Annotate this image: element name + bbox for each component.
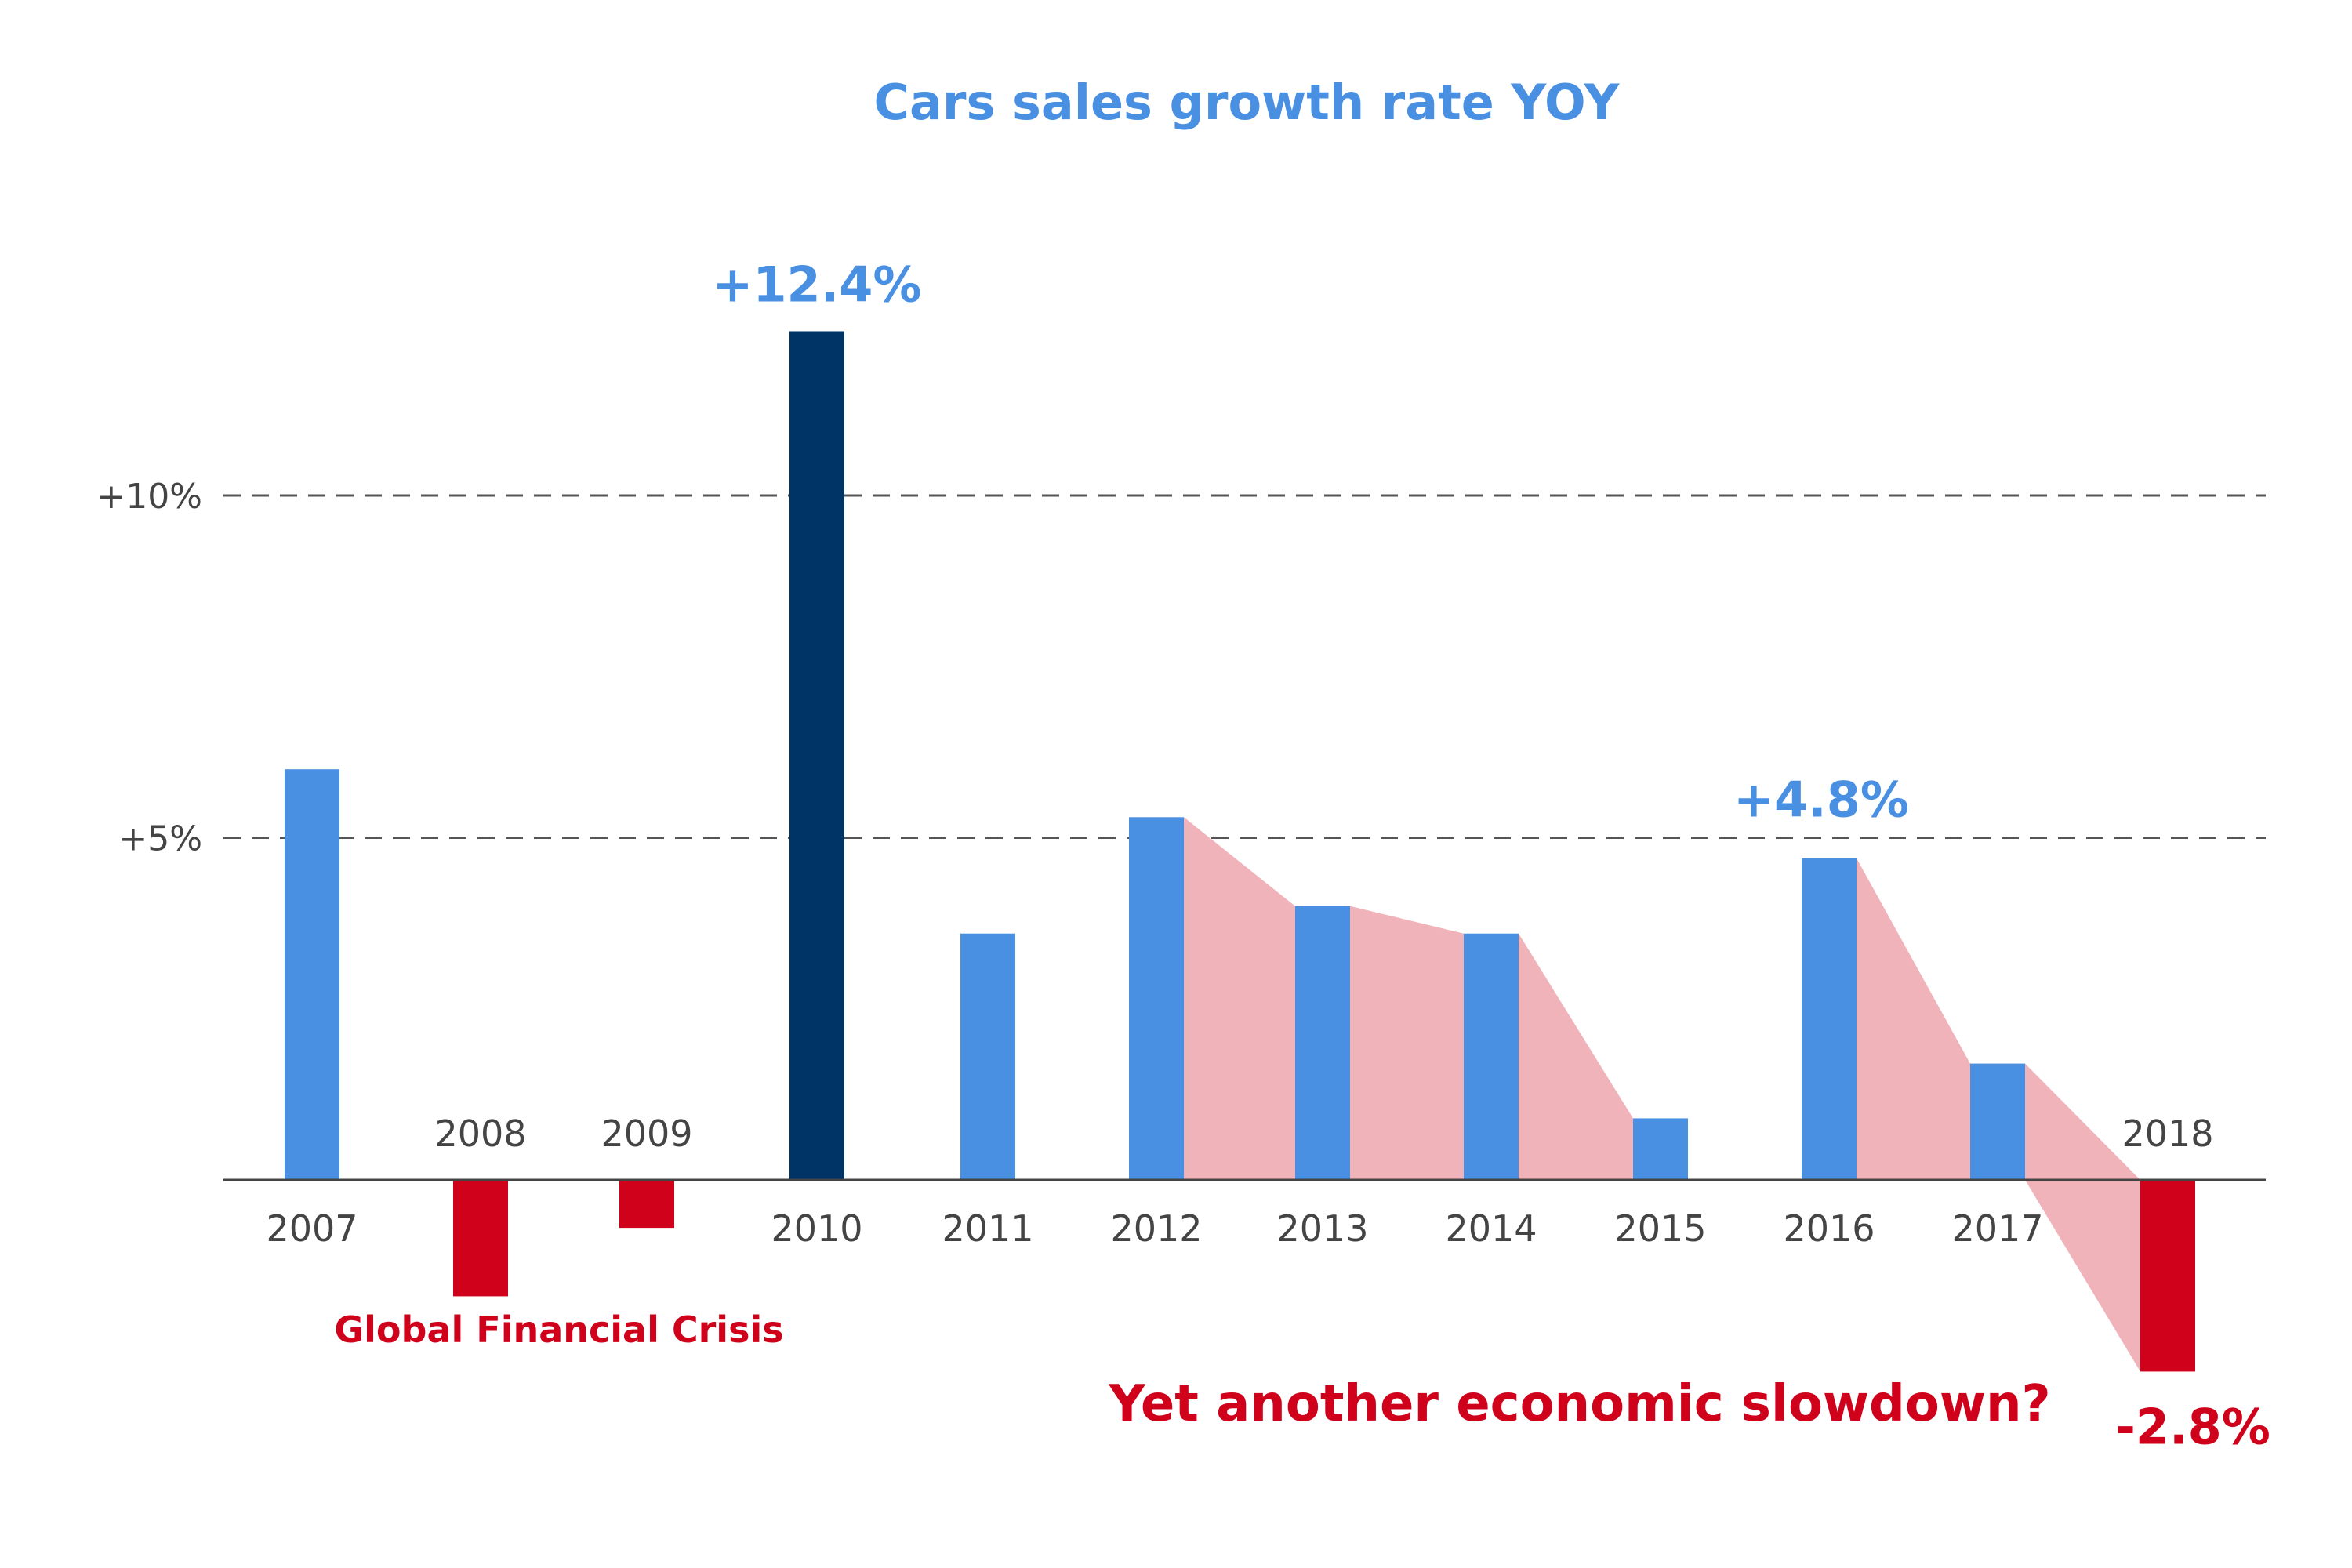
bar-2011 bbox=[960, 933, 1015, 1180]
gridlines: +10% +5% bbox=[96, 477, 2266, 859]
bar-2009 bbox=[619, 1180, 674, 1229]
decline-shade-2013-2014 bbox=[1350, 906, 1464, 1180]
bar-2012 bbox=[1129, 817, 1184, 1180]
x-tick-2011: 2011 bbox=[942, 1207, 1033, 1250]
x-tick-2014: 2014 bbox=[1445, 1207, 1537, 1250]
bar-2010 bbox=[789, 331, 844, 1181]
bar-2007 bbox=[285, 769, 339, 1180]
data-label-2010: +12.4% bbox=[712, 256, 921, 313]
data-label-2016: +4.8% bbox=[1733, 771, 1909, 829]
y-tick-label: +10% bbox=[96, 477, 202, 517]
x-tick-2018: 2018 bbox=[2122, 1112, 2213, 1155]
bar-2013 bbox=[1295, 906, 1350, 1180]
annotation-economic-slowdown: Yet another economic slowdown? bbox=[1108, 1375, 2050, 1433]
x-tick-2009: 2009 bbox=[601, 1112, 692, 1155]
x-tick-2007: 2007 bbox=[266, 1207, 358, 1250]
bar-2014 bbox=[1464, 933, 1519, 1180]
x-tick-2008: 2008 bbox=[434, 1112, 526, 1155]
decline-shading bbox=[1184, 817, 2140, 1372]
x-tick-2012: 2012 bbox=[1110, 1207, 1202, 1250]
data-label-2018: -2.8% bbox=[2115, 1398, 2270, 1455]
x-tick-2013: 2013 bbox=[1276, 1207, 1368, 1250]
data-labels: +12.4% +4.8% -2.8% bbox=[712, 256, 2270, 1455]
x-tick-2016: 2016 bbox=[1783, 1207, 1875, 1250]
chart-title: Cars sales growth rate YOY bbox=[874, 74, 1621, 131]
x-tick-labels: 2007 2008 2009 2010 2011 2012 2013 2014 2015 2016… bbox=[266, 1112, 2213, 1250]
decline-shade-2012-2013 bbox=[1184, 817, 1295, 1180]
bar-2008 bbox=[453, 1180, 508, 1297]
decline-shade-2017-2018 bbox=[2025, 1063, 2140, 1372]
x-tick-2017: 2017 bbox=[1951, 1207, 2043, 1250]
x-tick-2015: 2015 bbox=[1614, 1207, 1706, 1250]
bar-2016 bbox=[1802, 858, 1857, 1180]
bar-2017 bbox=[1970, 1063, 2025, 1180]
annotation-global-financial-crisis: Global Financial Crisis bbox=[334, 1308, 783, 1351]
x-tick-2010: 2010 bbox=[771, 1207, 862, 1250]
decline-shade-2014-2015 bbox=[1519, 933, 1633, 1180]
bar-2018 bbox=[2140, 1180, 2195, 1372]
y-tick-label: +5% bbox=[118, 819, 202, 859]
bar-2015 bbox=[1633, 1118, 1688, 1180]
bars bbox=[285, 331, 2195, 1372]
decline-shade-2016-2017 bbox=[1857, 858, 1970, 1180]
